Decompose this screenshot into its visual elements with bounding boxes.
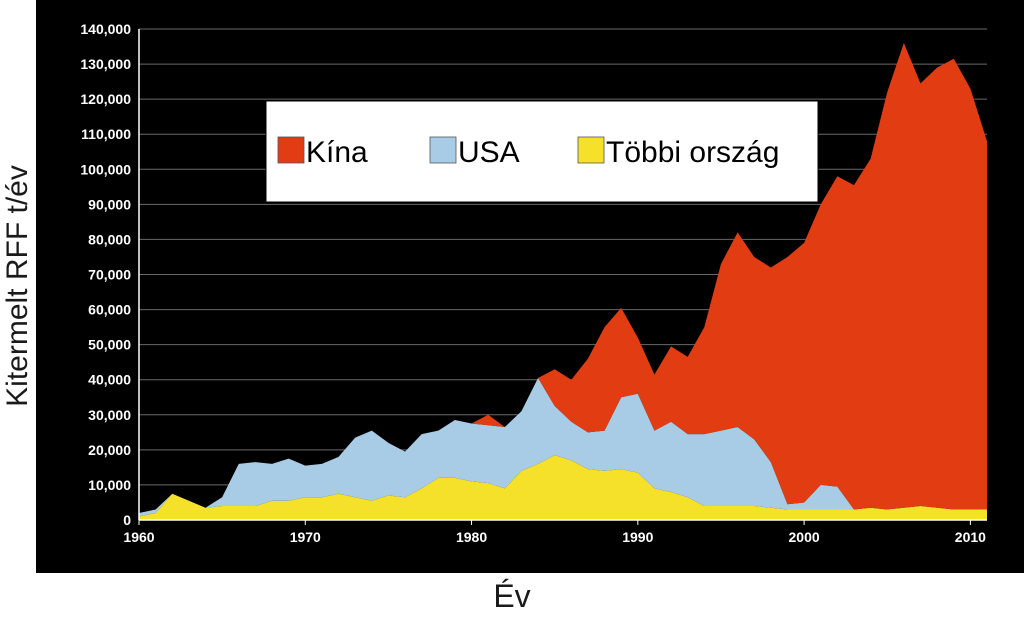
y-tick-label: 20,000 (88, 442, 131, 458)
x-axis-title: Év (493, 578, 531, 614)
y-tick-label: 90,000 (88, 196, 131, 212)
y-tick-label: 50,000 (88, 337, 131, 353)
y-tick-label: 0 (123, 512, 131, 528)
y-tick-label: 120,000 (80, 91, 131, 107)
x-tick-label: 2000 (789, 529, 820, 545)
legend-box (265, 100, 819, 203)
legend-label: Kína (306, 136, 368, 169)
area-series-0 (139, 455, 987, 520)
y-tick-label: 110,000 (81, 126, 131, 142)
x-tick-label: 2010 (955, 529, 986, 545)
area-series-1 (139, 377, 987, 517)
legend-swatch (429, 136, 457, 164)
x-tick-label: 1980 (456, 529, 487, 545)
y-tick-label: 100,000 (80, 161, 131, 177)
y-tick-label: 40,000 (88, 372, 131, 388)
x-tick-label: 1960 (123, 529, 154, 545)
y-tick-label: 10,000 (88, 477, 131, 493)
y-tick-label: 60,000 (88, 302, 131, 318)
x-tick-label: 1970 (290, 529, 321, 545)
y-axis-label: Kitermelt RFF t/év (1, 165, 34, 407)
legend-label: USA (458, 136, 520, 169)
y-tick-label: 130,000 (80, 56, 131, 72)
legend-label: Többi ország (606, 136, 779, 169)
y-axis-title: Kitermelt RFF t/év (0, 0, 36, 573)
x-tick-label: 1990 (622, 529, 653, 545)
legend-swatch (577, 136, 605, 164)
legend-swatch (277, 136, 305, 164)
y-tick-label: 70,000 (88, 267, 131, 283)
y-tick-label: 80,000 (88, 231, 131, 247)
y-tick-label: 140,000 (80, 21, 131, 37)
y-tick-label: 30,000 (88, 407, 131, 423)
area-series-2 (139, 43, 987, 513)
